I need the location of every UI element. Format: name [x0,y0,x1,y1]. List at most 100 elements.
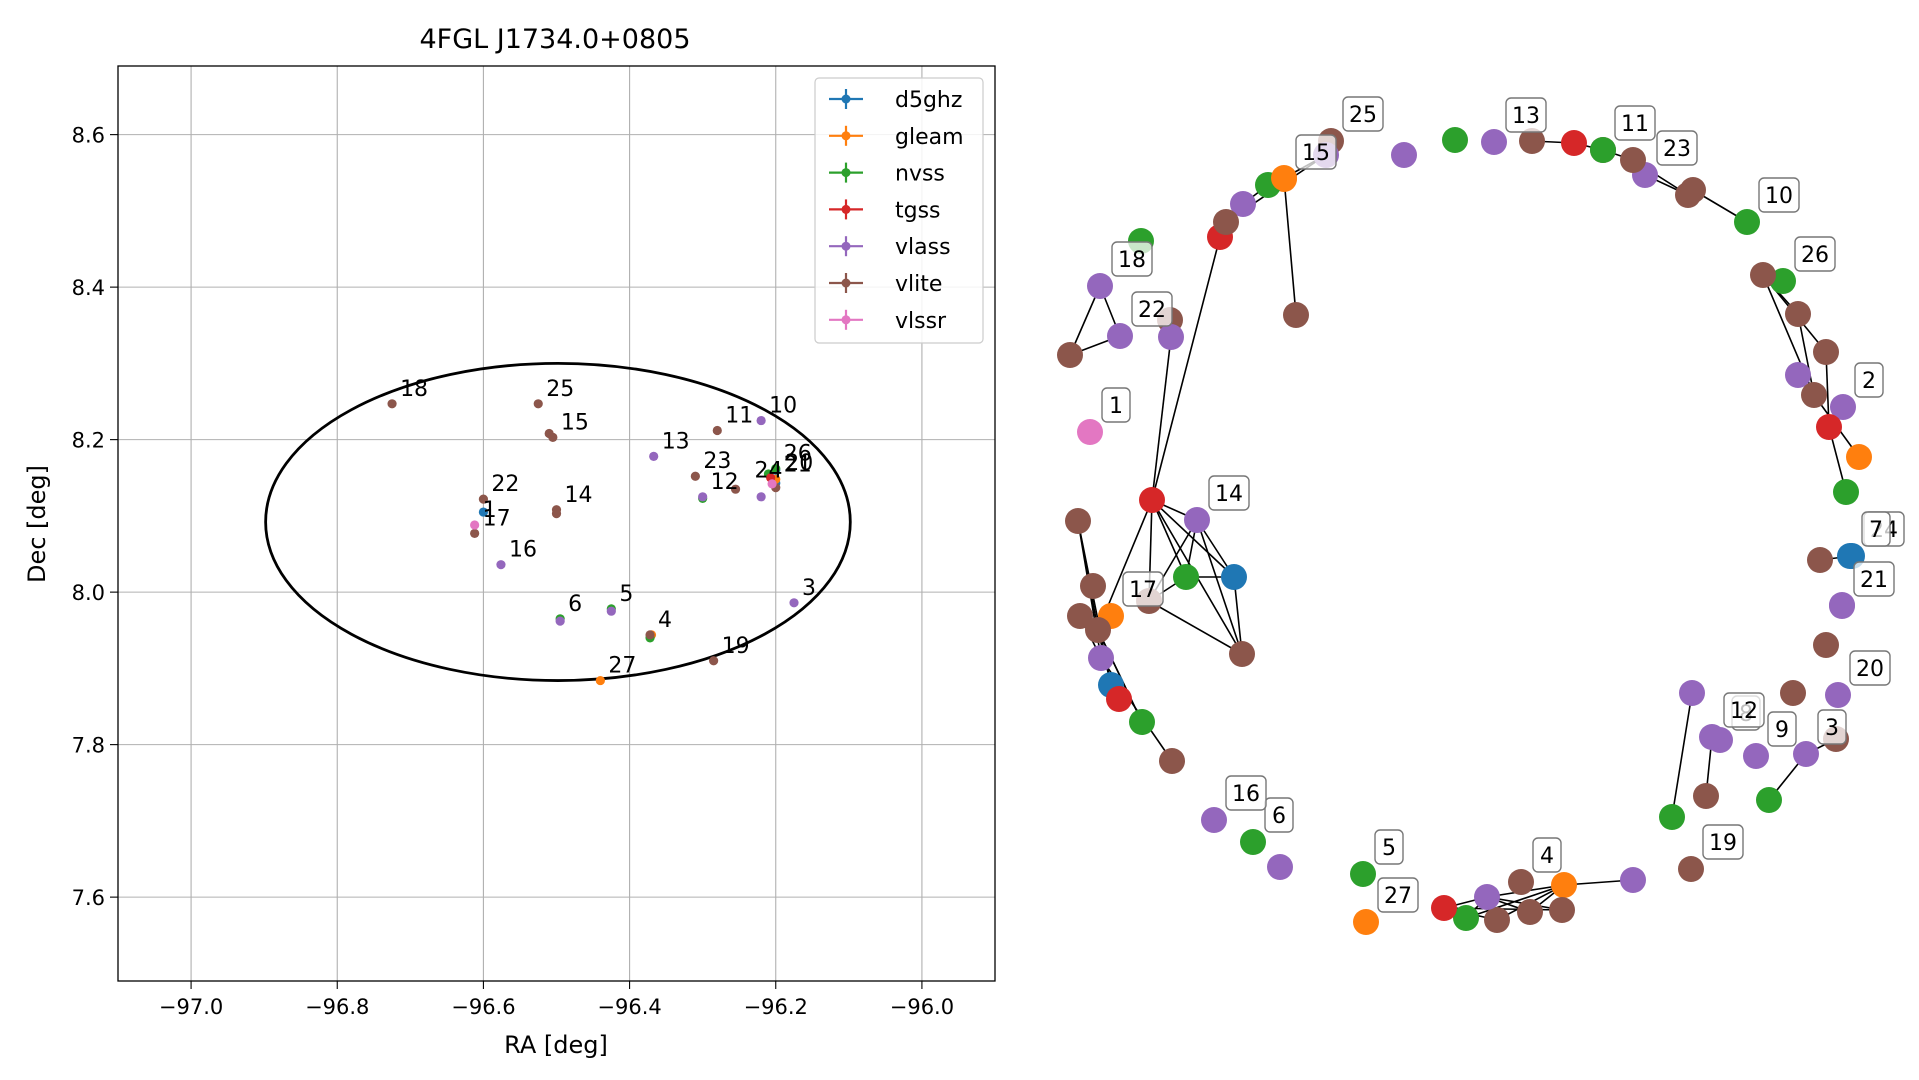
node-label-box [1861,511,1891,547]
node-label-box [1208,475,1250,511]
network-node-vlass [1474,884,1500,910]
network-node-vlass [1743,743,1769,769]
node-label: 22 [1138,298,1166,323]
network-node-vlite [1517,899,1543,925]
node-label: 27 [1384,884,1412,909]
legend: d5ghz gleam nvss tgss vlass vlite vlssr [814,77,984,344]
node-label: 19 [1709,831,1737,856]
node-label: 1 [1109,394,1123,419]
network-edge [1465,884,1565,919]
y-tick-label: 7.6 [72,886,105,910]
node-label-box [1131,291,1173,327]
legend-label: vlite [895,272,942,297]
point-label: 20 [785,451,813,476]
axis-ticks: −97.0 −96.8 −96.6 −96.4 −96.2 −96.0 7.6 7.8 8.0 8… [72,124,955,1019]
legend-marker-dot [841,131,851,141]
legend-label: gleam [895,125,964,150]
node-label: 14 [1215,482,1243,507]
node-label: 26 [1801,243,1829,268]
network-node-vlass [1620,867,1646,893]
point-label: 23 [703,449,731,474]
chart-title: 4FGL J1734.0+0805 [419,24,690,55]
network-node-vlass [1184,507,1210,533]
node-label: 17 [1129,578,1157,603]
network-node-vlite [1680,177,1706,203]
node-label: 21 [1860,568,1888,593]
point-label: 10 [769,394,797,419]
data-point-vlass [606,606,616,616]
network-edge [1671,692,1693,818]
y-tick-label: 8.6 [72,124,105,148]
data-point-vlass [555,616,565,626]
x-tick-label: −96.6 [451,995,515,1019]
node-label: 10 [1765,184,1793,209]
point-label: 22 [491,472,519,497]
data-point-vlass [649,451,659,461]
node-label: 9 [1775,718,1789,743]
network-node-nvss [1756,787,1782,813]
node-label: 3 [1825,716,1839,741]
network-node-vlss [1785,362,1811,388]
node-label-box [1723,692,1765,728]
y-tick-label: 8.2 [72,429,105,453]
node-label-box [1702,824,1744,860]
point-label: 14 [565,483,593,508]
error-ellipse [264,361,852,682]
network-node-nvss [1173,564,1199,590]
legend-label: vlssr [895,309,947,334]
data-point-vlite [478,494,489,504]
point-label: 1 [483,498,497,523]
node-label-box [1854,362,1884,398]
node-label-box [1758,177,1800,213]
legend-marker-dot [841,315,851,325]
network-node-gleam [1271,165,1297,191]
node-label-box [1532,837,1562,873]
data-point-vlite [690,471,700,481]
network-node-vlite [1549,897,1575,923]
data-point-vlite [470,528,480,539]
x-axis-label: RA [deg] [504,1031,608,1059]
node-label: 25 [1349,103,1377,128]
network-node-nvss [1734,209,1760,235]
point-label: 4 [658,608,672,633]
point-label: 16 [509,538,537,563]
network-node-tgss [1816,414,1842,440]
network-node-vlass [1679,680,1705,706]
node-label: 4 [1540,844,1554,869]
network-node-tgss [1139,487,1165,513]
node-label: 6 [1272,804,1286,829]
point-label: 21 [784,452,812,477]
x-tick-label: −96.4 [597,995,661,1019]
node-label: 2 [1862,369,1876,394]
point-label: 18 [400,377,428,402]
network-node-vlass [1829,592,1855,618]
network-node-nvss [1129,709,1155,735]
data-point-vlite [548,432,558,442]
ellipse-outline [264,361,852,682]
network-node-vlass [1088,645,1114,671]
network-node-vlass [1087,273,1113,299]
network-nodes [1057,127,1872,935]
y-tick-label: 8.4 [72,276,105,300]
network-node-tgss [1106,686,1132,712]
node-label: 12 [1730,699,1758,724]
data-point-vlssr [767,479,777,489]
y-tick-label: 8.0 [72,581,105,605]
point-label: 24 [755,458,783,483]
network-edge [1283,177,1297,316]
network-node-vlssr [1077,419,1103,445]
network-node-nvss [1590,137,1616,163]
y-axis-label: Dec [deg] [23,465,51,583]
legend-label: tgss [895,198,941,223]
data-point-vlite [533,399,543,409]
point-label: 3 [802,576,816,601]
network-node-vlass [1107,323,1133,349]
network-node-vlass [1267,854,1293,880]
network-node-vlite [1080,573,1106,599]
network-node-tgss [1431,895,1457,921]
point-label: 15 [561,410,589,435]
data-point-vlite [551,508,562,519]
network-node-nvss [1453,905,1479,931]
data-point-vlass [756,415,766,426]
